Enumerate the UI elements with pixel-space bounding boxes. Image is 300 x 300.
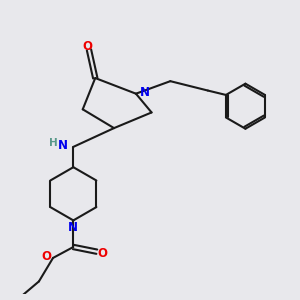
- Text: H: H: [49, 138, 57, 148]
- Text: N: N: [140, 85, 150, 99]
- Text: O: O: [41, 250, 51, 263]
- Text: O: O: [98, 247, 107, 260]
- Text: O: O: [82, 40, 92, 52]
- Text: N: N: [58, 139, 68, 152]
- Text: N: N: [68, 221, 78, 234]
